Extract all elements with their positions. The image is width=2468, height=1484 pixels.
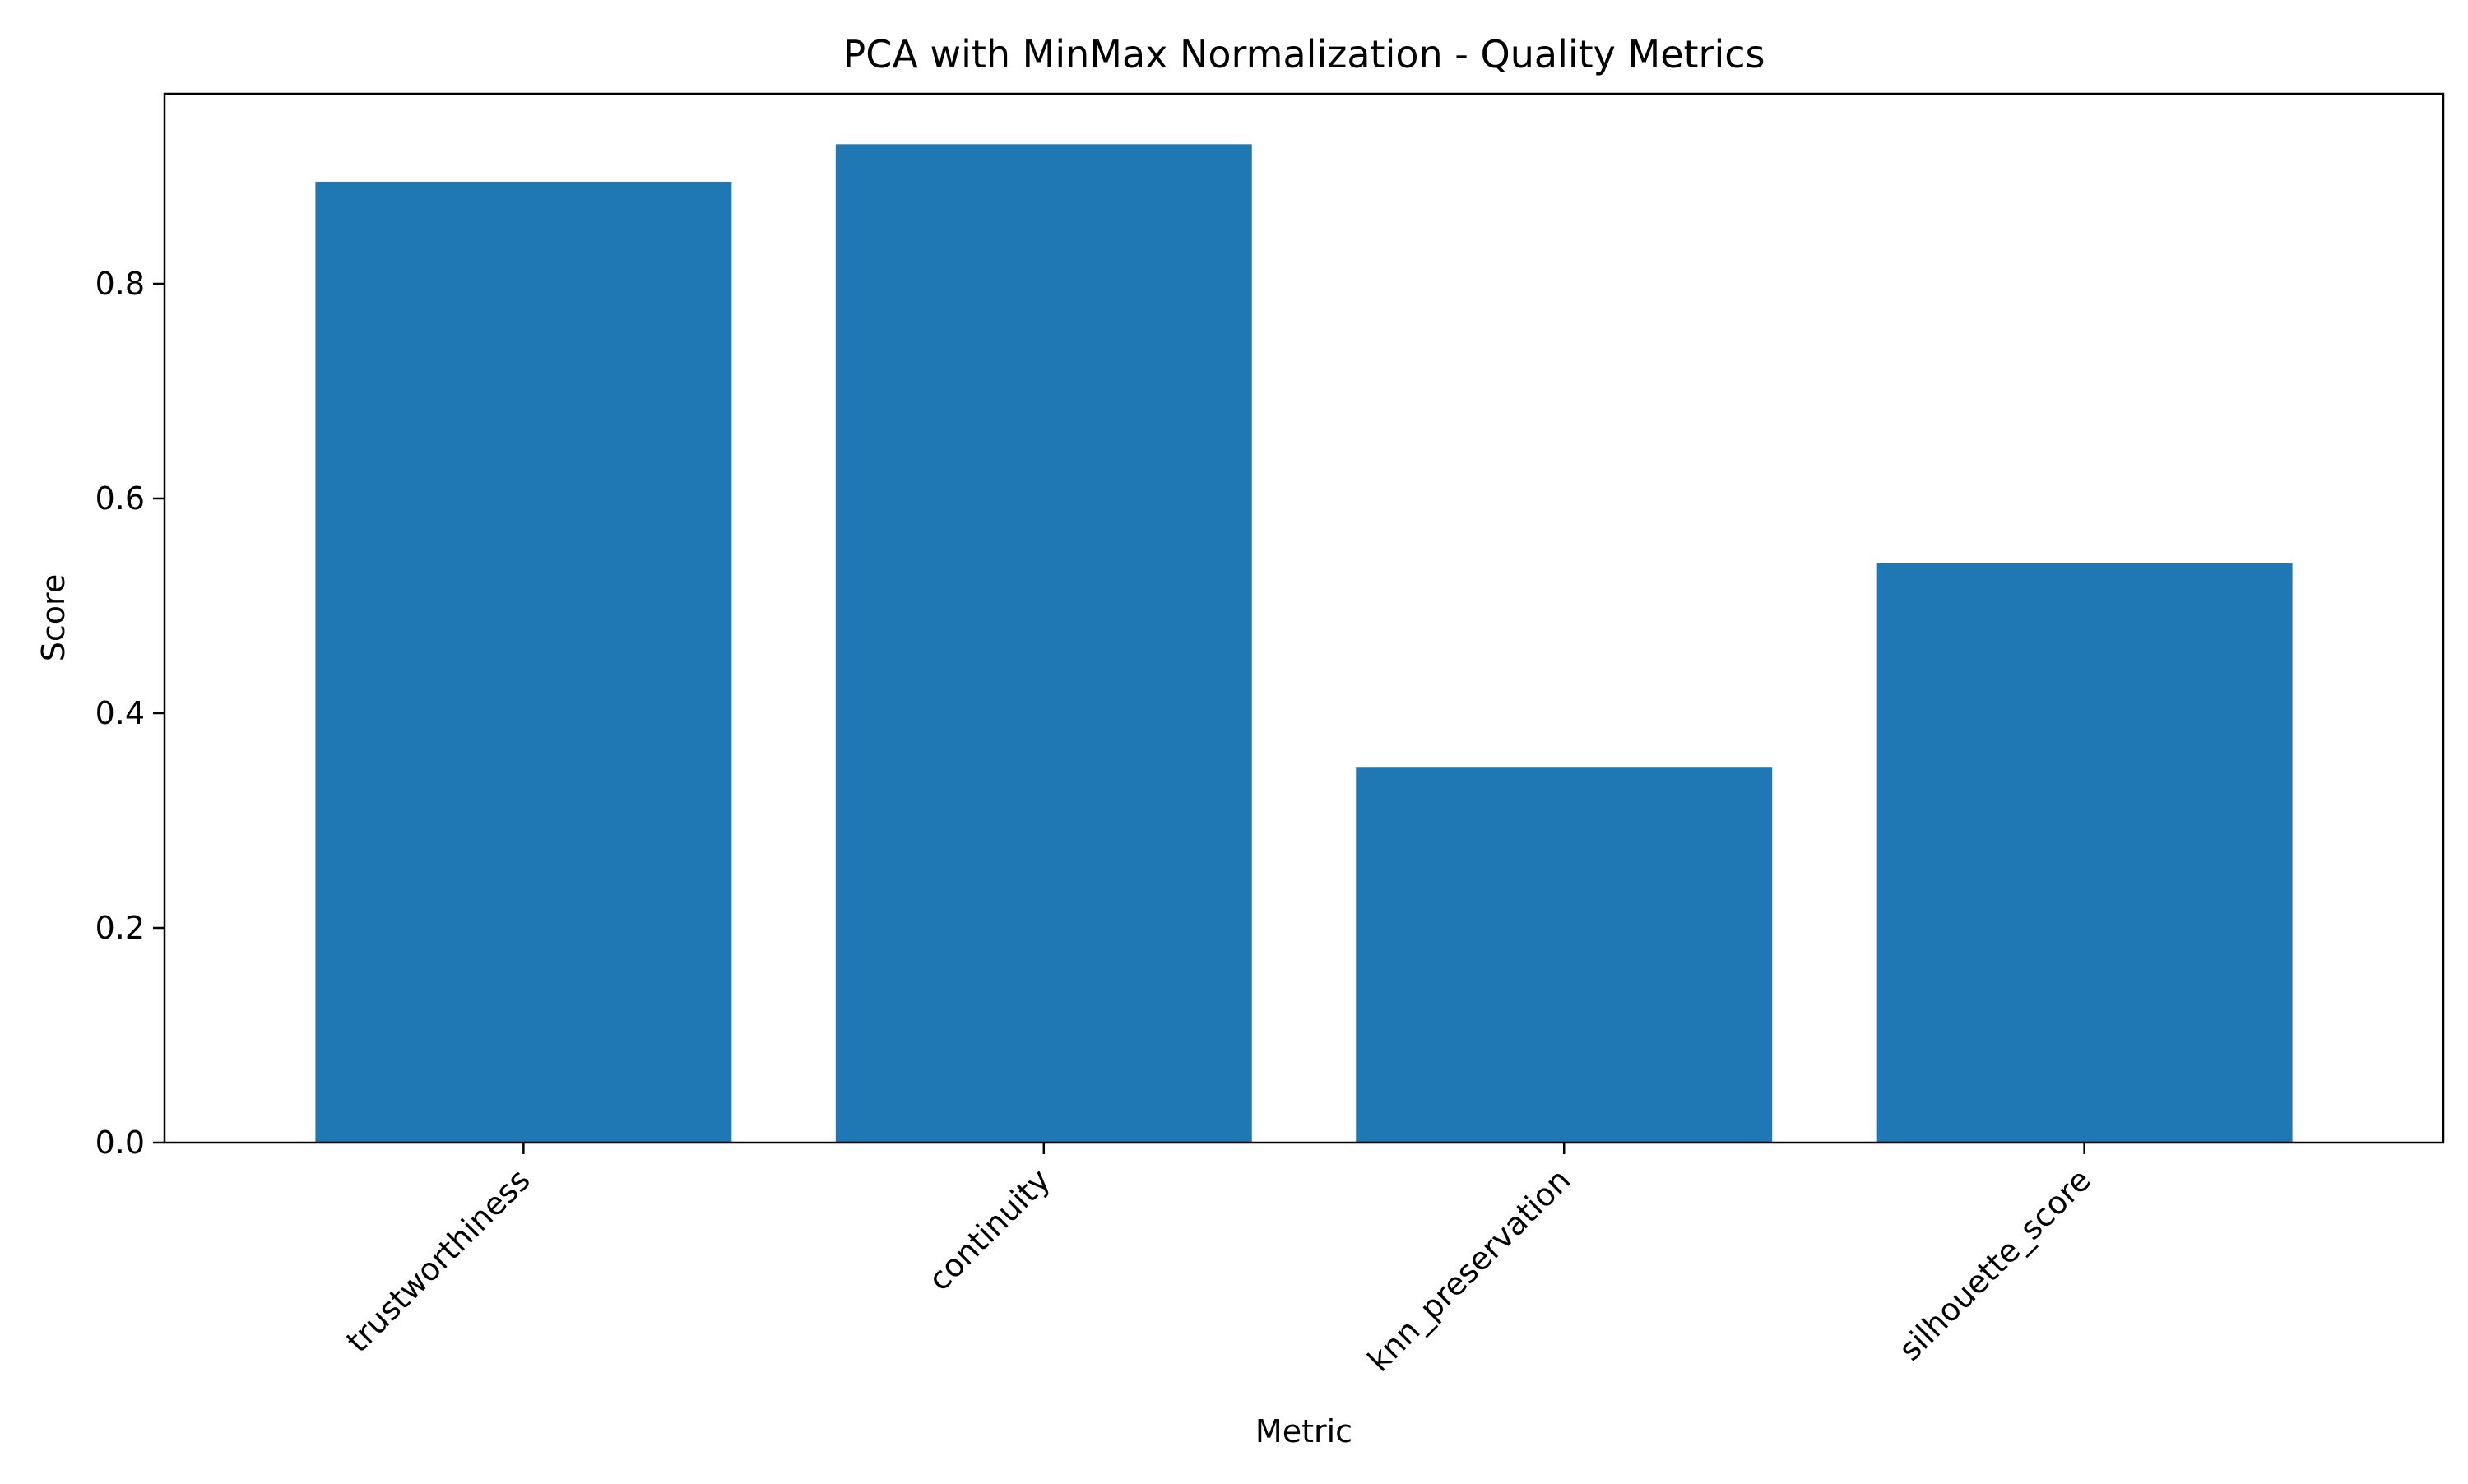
y-axis-label: Score [35,574,72,661]
y-tick-label: 0.2 [95,910,145,946]
bar-knn_preservation [1356,767,1773,1143]
y-tick-label: 0.0 [95,1125,145,1161]
y-tick-label: 0.8 [95,266,145,302]
bars-layer [315,144,2293,1143]
bar-trustworthiness [315,182,732,1143]
x-axis: trustworthiness continuity knn_preservatio… [339,1143,2098,1379]
y-tick-label: 0.4 [95,695,145,731]
x-tick-label: continuity [921,1162,1057,1297]
plot-frame [163,92,2445,1144]
y-tick-label: 0.6 [95,480,145,517]
bar-silhouette_score [1876,563,2293,1143]
x-axis-label: Metric [1255,1413,1352,1449]
bar-continuity [835,144,1252,1143]
x-tick-label: trustworthiness [339,1162,536,1359]
y-axis: 0.0 0.2 0.4 0.6 0.8 [95,266,165,1161]
x-tick-label: silhouette_score [1892,1162,2098,1367]
x-tick-label: knn_preservation [1361,1162,1578,1379]
chart-title: PCA with MinMax Normalization - Quality … [843,32,1765,77]
